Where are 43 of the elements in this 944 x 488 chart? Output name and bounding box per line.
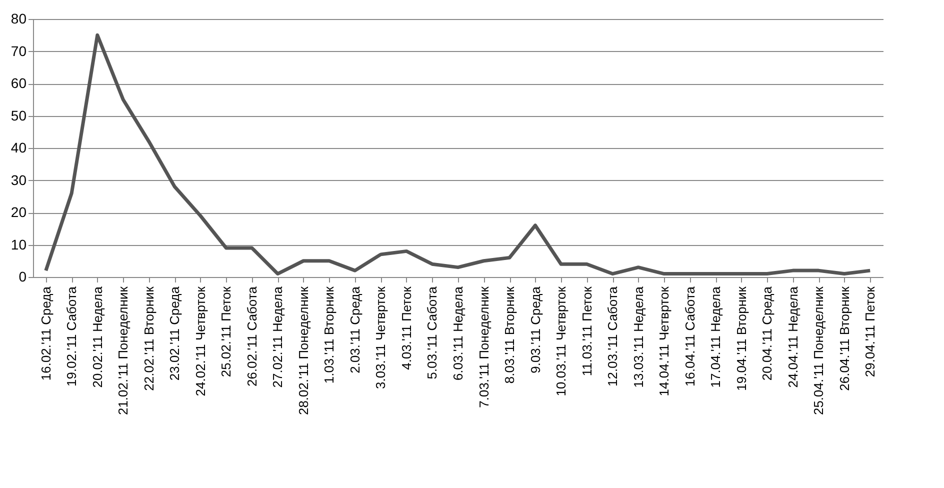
y-tick-label: 70 bbox=[10, 42, 27, 59]
x-tick-label: 10.03.'11 Четврток bbox=[554, 286, 569, 396]
x-tick-label: 17.04.'11 Недела bbox=[708, 286, 724, 388]
x-tick-label: 13.03.'11 Недела bbox=[630, 286, 646, 388]
y-tick-label: 10 bbox=[10, 236, 27, 252]
y-tick-label: 0 bbox=[18, 268, 27, 284]
x-tick-label: 6.03.'11 Недела bbox=[450, 286, 466, 381]
y-tick-label: 20 bbox=[10, 204, 27, 220]
x-tick-label: 3.03.'11 Четврток bbox=[373, 286, 388, 389]
x-tick-label: 20.02.'11 Недела bbox=[90, 286, 105, 388]
x-tick-label: 7.03.'11 Понеделник bbox=[476, 286, 492, 408]
x-tick-label: 19.04.'11 Вторник bbox=[734, 286, 749, 391]
x-tick-label: 22.02.'11 Вторник bbox=[141, 286, 156, 391]
y-tick-label: 30 bbox=[10, 172, 27, 188]
x-tick-label: 24.04.'11 Недела bbox=[785, 286, 800, 388]
x-tick-label: 14.04.'11 Четврток bbox=[656, 286, 672, 396]
x-tick-label: 23.02.'11 Среда bbox=[167, 286, 182, 381]
x-tick-label: 8.03.'11 Вторник bbox=[502, 286, 518, 384]
x-tick-label: 12.03.'11 Сабота bbox=[605, 286, 620, 386]
x-tick-label: 16.04.'11 Сабота bbox=[682, 286, 698, 386]
y-tick-label: 50 bbox=[10, 107, 27, 124]
x-tick-label: 9.03.'11 Среда bbox=[528, 286, 543, 374]
x-tick-label: 25.02.'11 Петок bbox=[218, 286, 234, 378]
x-tick-label: 29.04.'11 Петок bbox=[862, 286, 878, 378]
x-tick-label: 21.02.'11 Понеделник bbox=[116, 286, 131, 416]
x-tick-label: 19.02.'11 Сабота bbox=[64, 286, 80, 386]
y-tick-label: 40 bbox=[10, 140, 27, 156]
x-tick-label: 24.02.'11 Четврток bbox=[192, 286, 208, 396]
x-tick-label: 27.02.'11 Недела bbox=[270, 286, 286, 388]
line-series bbox=[44, 33, 872, 276]
x-tick-label: 28.02.'11 Понеделник bbox=[296, 286, 311, 416]
y-tick-label: 60 bbox=[10, 75, 27, 91]
x-tick-label: 20.04.'11 Среда bbox=[760, 286, 775, 381]
y-tick-label: 80 bbox=[10, 10, 27, 26]
x-tick-label: 26.04.'11 Вторник bbox=[836, 286, 852, 391]
x-tick-label: 16.02.'11 Среда bbox=[38, 286, 54, 381]
x-tick-label: 25.04.'11 Понеделник bbox=[811, 286, 826, 416]
x-tick-label: 5.03.'11 Сабота bbox=[424, 286, 440, 380]
x-tick-label: 2.03.'11 Среда bbox=[347, 286, 362, 374]
x-tick-label: 26.02.'11 Сабота bbox=[244, 286, 260, 386]
x-tick-label: 1.03.'11 Вторник bbox=[322, 286, 337, 384]
x-tick-label: 11.03.'11 Петок bbox=[579, 286, 594, 376]
x-tick-label: 4.03.'11 Петок bbox=[398, 286, 414, 370]
